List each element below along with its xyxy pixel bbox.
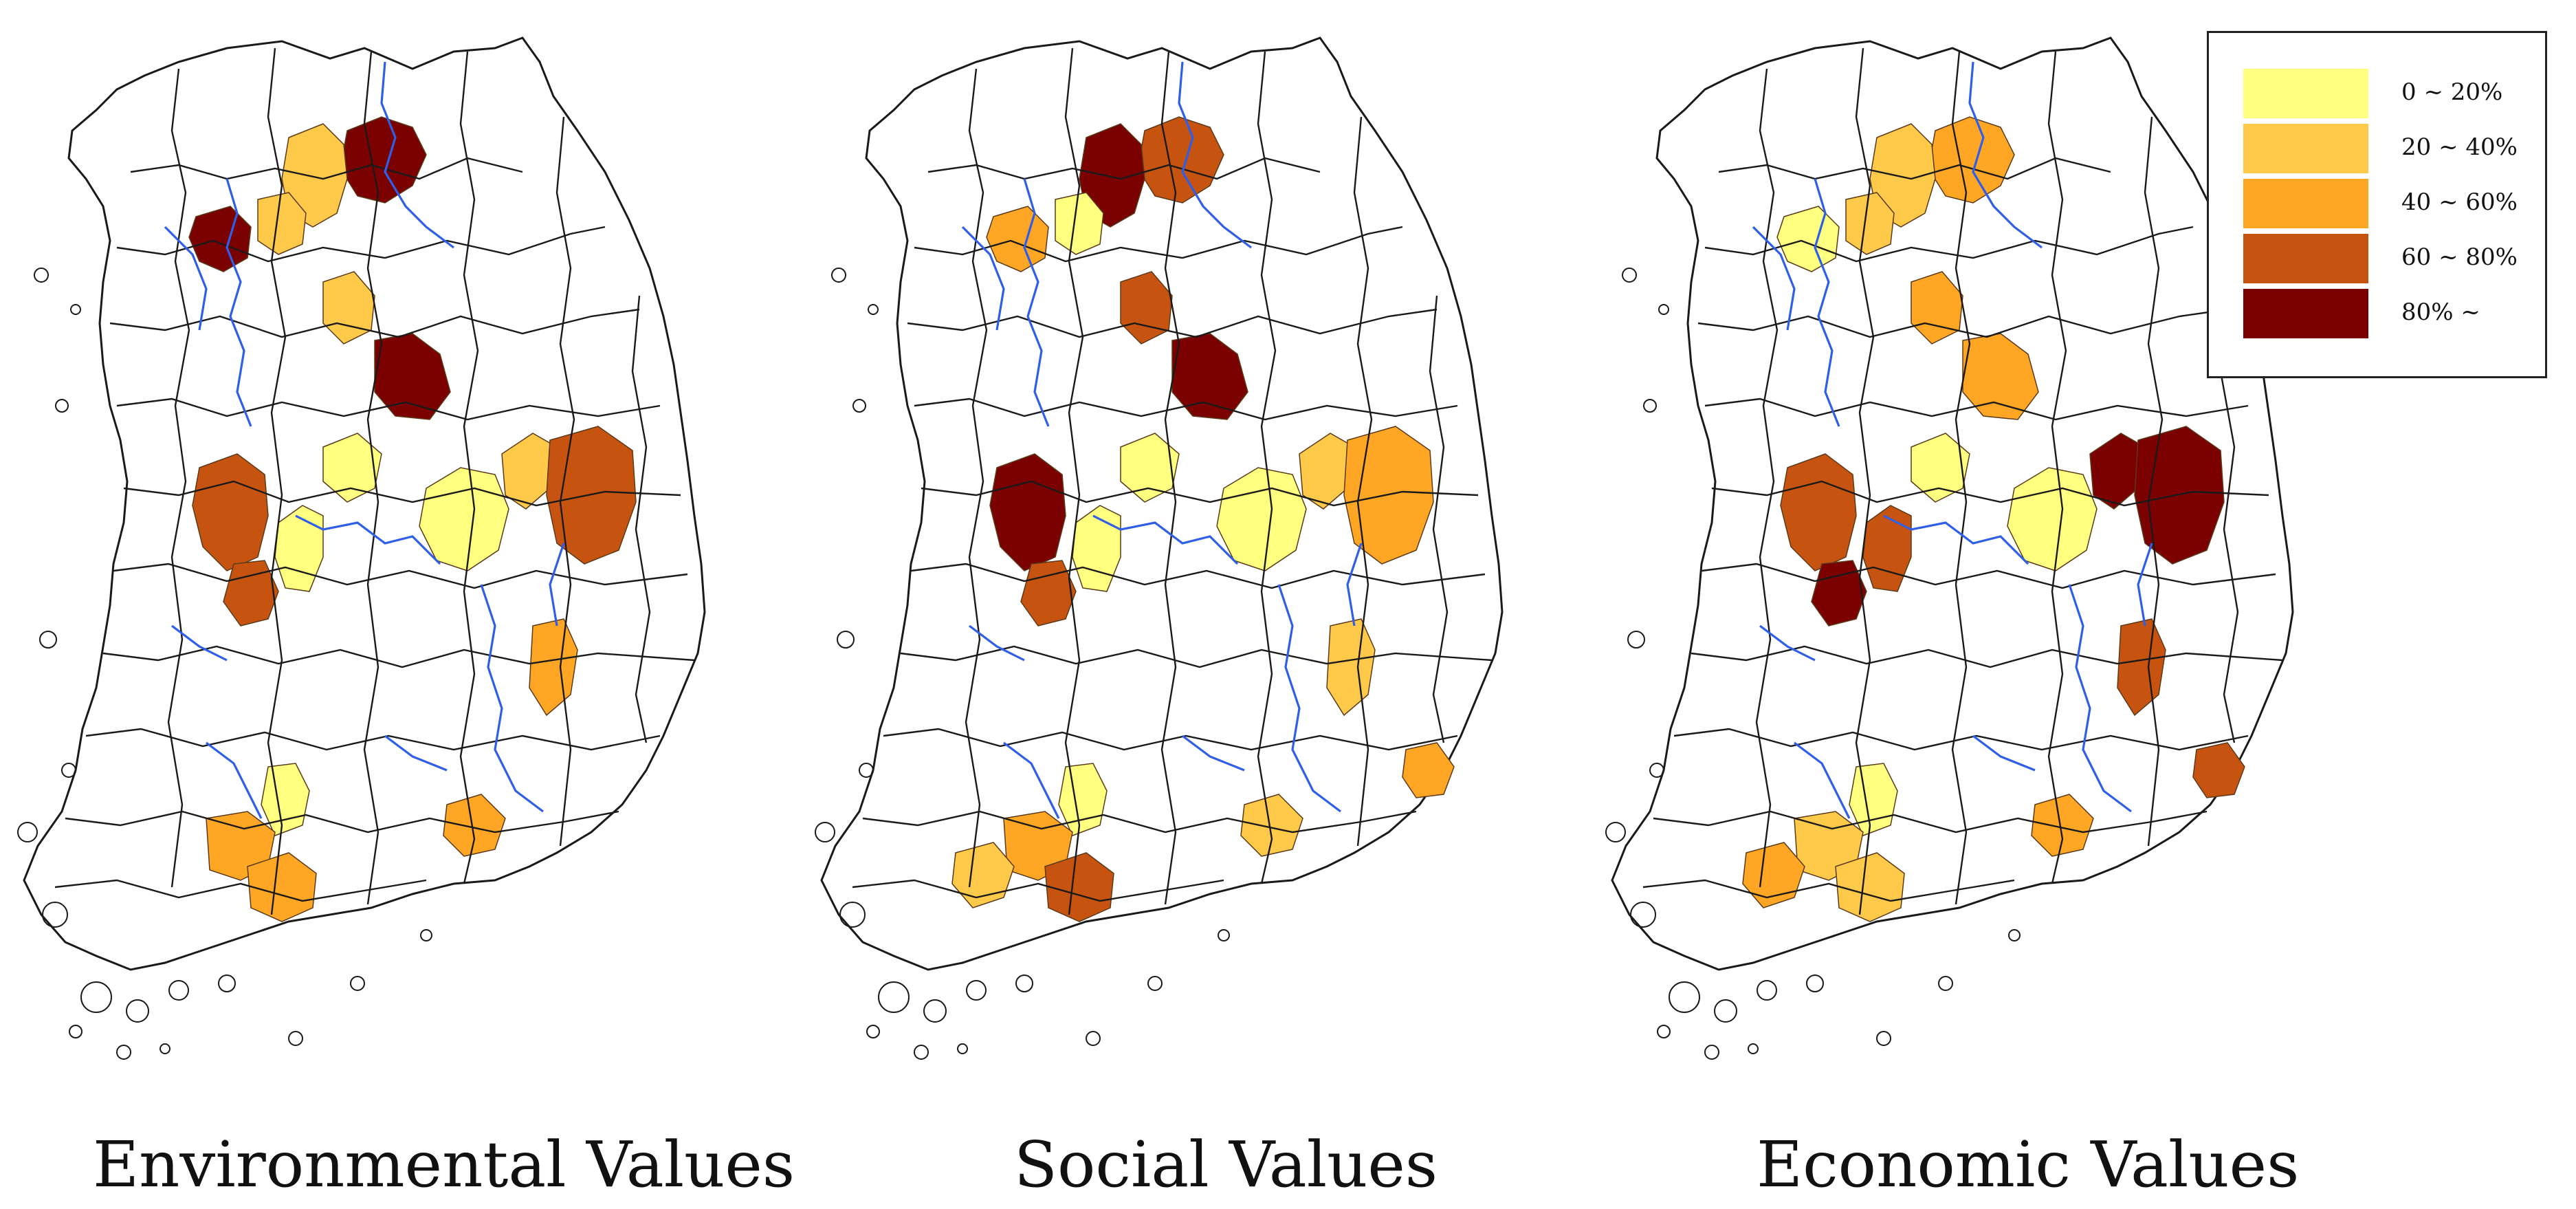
legend-item: 60 ~ 80% <box>2243 234 2532 283</box>
legend-label: 60 ~ 80% <box>2401 243 2518 271</box>
map-legend: 0 ~ 20% 20 ~ 40% 40 ~ 60% 60 ~ 80% 80% ~ <box>2207 31 2547 378</box>
panel-caption-environmental: Environmental Values <box>93 1128 795 1201</box>
legend-swatch-20-40 <box>2243 124 2368 173</box>
legend-label: 20 ~ 40% <box>2401 133 2518 161</box>
legend-swatch-40-60 <box>2243 179 2368 228</box>
legend-swatch-80-plus <box>2243 289 2368 338</box>
panel-caption-social: Social Values <box>1014 1128 1438 1201</box>
legend-item: 40 ~ 60% <box>2243 179 2532 228</box>
legend-label: 80% ~ <box>2401 298 2480 326</box>
legend-item: 80% ~ <box>2243 289 2532 338</box>
map-social <box>815 36 1504 1060</box>
legend-swatch-0-20 <box>2243 69 2368 118</box>
legend-label: 0 ~ 20% <box>2401 78 2503 106</box>
map-economic <box>1605 36 2294 1060</box>
legend-label: 40 ~ 60% <box>2401 188 2518 216</box>
map-environmental <box>17 36 706 1060</box>
legend-item: 20 ~ 40% <box>2243 124 2532 173</box>
legend-item: 0 ~ 20% <box>2243 69 2532 118</box>
panel-caption-economic: Economic Values <box>1757 1128 2300 1201</box>
legend-swatch-60-80 <box>2243 234 2368 283</box>
